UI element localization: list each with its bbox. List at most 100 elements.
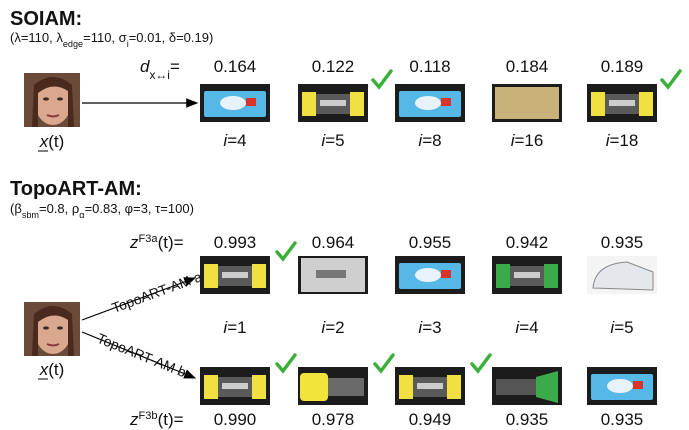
index-label: i=5 — [321, 131, 344, 150]
label-part: (t)= — [158, 410, 184, 429]
score-value: 0.935 — [506, 410, 549, 429]
check-mark — [375, 355, 393, 371]
label-part: =110, σ — [83, 30, 127, 45]
object-image — [298, 367, 368, 405]
object — [300, 373, 328, 401]
score-value: 0.978 — [312, 410, 355, 429]
face-eye — [43, 97, 49, 100]
object — [591, 92, 605, 116]
object-image — [492, 256, 562, 294]
distance-value: 0.164 — [214, 57, 257, 76]
label-part: = — [170, 57, 180, 76]
check-mark — [373, 71, 391, 87]
label: zF3b(t)= — [129, 410, 184, 429]
object — [495, 87, 559, 119]
object — [496, 379, 536, 395]
object — [252, 375, 266, 399]
object — [399, 375, 413, 399]
score-value: 0.955 — [409, 233, 452, 252]
object — [415, 268, 441, 282]
object — [222, 383, 248, 389]
index-label: i=2 — [321, 318, 344, 337]
check-mark — [277, 243, 295, 259]
object — [328, 378, 364, 396]
object — [246, 98, 256, 106]
index-label: i=5 — [610, 318, 633, 337]
object-image — [298, 256, 368, 294]
label-part: F3 — [139, 410, 152, 422]
object — [609, 100, 635, 106]
score-value: 0.935 — [601, 233, 644, 252]
object — [204, 375, 218, 399]
label: dx↔i= — [140, 57, 180, 82]
object-image — [200, 256, 270, 294]
object-image — [492, 84, 562, 122]
object-image — [587, 256, 657, 294]
check-mark — [472, 355, 490, 371]
section-title: TopoART-AM: — [10, 178, 142, 200]
label-part: =0.01, δ=0.19) — [129, 30, 214, 45]
object-image — [395, 256, 465, 294]
score-value: 0.990 — [214, 410, 257, 429]
object-image — [587, 367, 657, 405]
score-value: 0.993 — [214, 233, 257, 252]
object — [496, 264, 510, 288]
label: (λ=110, λedge=110, σi=0.01, δ=0.19) — [10, 30, 213, 49]
object — [544, 264, 558, 288]
label-part: (λ=110, λ — [10, 30, 63, 45]
label: zF3a(t)= — [129, 233, 184, 252]
label: (βsbm=0.8, ρα=0.83, φ=3, τ=100) — [10, 201, 194, 220]
arrow-label: TopoART-AM a — [110, 268, 205, 315]
distance-value: 0.122 — [312, 57, 355, 76]
object — [441, 270, 451, 278]
object-image — [298, 84, 368, 122]
object-image — [587, 84, 657, 122]
input-label: x(t) — [39, 132, 65, 151]
face-image — [24, 302, 80, 356]
face-eye — [57, 326, 63, 329]
distance-value: 0.184 — [506, 57, 549, 76]
index-label: i=1 — [223, 318, 246, 337]
index-label: i=4 — [515, 318, 538, 337]
check-mark — [662, 71, 680, 87]
object — [220, 96, 246, 110]
index-label: i=16 — [511, 131, 544, 150]
index-label: i=3 — [418, 318, 441, 337]
distance-value: 0.118 — [409, 57, 450, 76]
object — [607, 379, 633, 393]
object — [415, 96, 441, 110]
face-image — [24, 73, 80, 127]
score-value: 0.935 — [601, 410, 644, 429]
object — [633, 381, 643, 389]
face-eye — [57, 97, 63, 100]
index-label: i=18 — [606, 131, 639, 150]
object — [639, 92, 653, 116]
score-value: 0.949 — [409, 410, 452, 429]
index-label: i=8 — [418, 131, 441, 150]
figure: SOIAM: TopoART-AM: (λ=110, λedge=110, σi… — [0, 0, 689, 430]
arrow-label: TopoART-AM b — [95, 330, 189, 380]
object — [447, 375, 461, 399]
object-image — [200, 367, 270, 405]
object — [252, 264, 266, 288]
object-image — [395, 84, 465, 122]
score-value: 0.964 — [312, 233, 355, 252]
distance-value: 0.189 — [601, 57, 644, 76]
object — [320, 100, 346, 106]
object — [316, 270, 346, 278]
check-mark — [277, 355, 295, 371]
label-part: x↔i — [149, 68, 169, 82]
input-label: x(t) — [39, 360, 65, 379]
label-part: F3 — [139, 233, 152, 245]
object — [302, 92, 316, 116]
label-part: (t)= — [158, 233, 184, 252]
face-eye — [43, 326, 49, 329]
object — [222, 272, 248, 278]
label-part: z — [129, 233, 139, 252]
object — [350, 92, 364, 116]
index-label: i=4 — [223, 131, 246, 150]
label-part: =0.83, φ=3, τ=100) — [85, 201, 194, 216]
object-image — [395, 367, 465, 405]
object-image — [492, 367, 562, 405]
object — [204, 264, 218, 288]
